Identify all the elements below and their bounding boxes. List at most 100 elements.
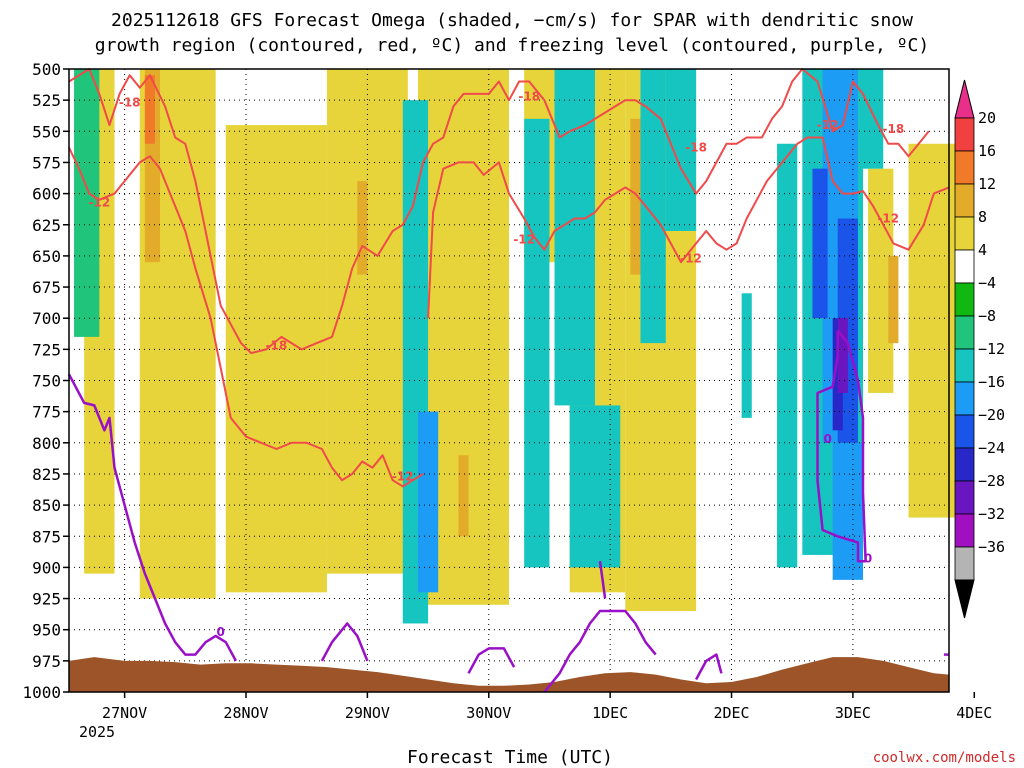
freezing-contour — [320, 622, 369, 662]
omega-region — [554, 69, 595, 406]
omega-region — [225, 125, 327, 593]
omega-region — [144, 75, 155, 144]
omega-region — [524, 118, 550, 568]
x-tick-label: 30NOV — [466, 704, 511, 722]
colorbar-label: −12 — [978, 340, 1005, 358]
x-axis-year-label: 2025 — [79, 723, 115, 741]
dendritic-contour-label: -18 — [685, 140, 707, 154]
y-tick-label: 700 — [32, 309, 61, 328]
y-tick-label: 675 — [32, 278, 61, 297]
dendritic-contour-label: -18 — [119, 96, 141, 110]
colorbar-swatch — [954, 216, 975, 251]
freezing-contour-label: 0 — [823, 432, 831, 446]
colorbar-swatch — [954, 381, 975, 416]
y-tick-label: 525 — [32, 91, 61, 110]
x-axis-title: Forecast Time (UTC) — [407, 747, 613, 768]
y-tick-label: 500 — [32, 60, 61, 79]
dendritic-contour — [68, 68, 930, 355]
dendritic-contour-label: -12 — [513, 233, 535, 247]
colorbar-swatch — [954, 480, 975, 515]
y-tick-label: 950 — [32, 621, 61, 640]
y-tick-label: 600 — [32, 185, 61, 204]
dendritic-contour-label: -18 — [518, 89, 540, 103]
x-tick-label: 29NOV — [345, 704, 390, 722]
freezing-contour-label: 0 — [864, 552, 872, 566]
y-tick-label: 900 — [32, 558, 61, 577]
colorbar: 20 16 12 8 4 −4 −8 −12 −16 −20 −24 −28 −32 −36 — [954, 79, 1005, 619]
pressure-axis: 500 525 550 575 600 625 650 675 700 725 750 775 800 8… — [22, 60, 69, 702]
x-tick-label: 27NOV — [102, 704, 147, 722]
colorbar-label: 4 — [978, 241, 987, 259]
colorbar-swatch — [954, 414, 975, 449]
omega-region — [417, 411, 439, 593]
y-tick-label: 725 — [32, 340, 61, 359]
y-tick-label: 625 — [32, 216, 61, 235]
y-tick-label: 825 — [32, 465, 61, 484]
y-tick-label: 1000 — [22, 683, 61, 702]
colorbar-label: −20 — [978, 406, 1005, 424]
time-axis: 27NOV 28NOV 29NOV 30NOV 1DEC 2DEC 3DEC 4DEC — [102, 692, 992, 722]
colorbar-label: −36 — [978, 538, 1005, 556]
dendritic-contour-label: -18 — [883, 122, 905, 136]
y-tick-label: 650 — [32, 247, 61, 266]
freezing-contour — [543, 609, 657, 693]
chart-title-line-1: 2025112618 GFS Forecast Omega (shaded, −… — [111, 10, 913, 31]
omega-region — [777, 143, 798, 568]
plot-area: -18 -12 -18 -12 -18 -12 -18 -12 -12 -18 -12 0 0 0 — [67, 68, 960, 693]
y-tick-label: 775 — [32, 403, 61, 422]
colorbar-swatch — [954, 348, 975, 383]
y-tick-label: 925 — [32, 590, 61, 609]
dendritic-contour-label: -12 — [817, 118, 839, 132]
colorbar-swatch — [954, 282, 975, 317]
dendritic-contour-label: -12 — [89, 195, 111, 209]
omega-region — [832, 318, 843, 431]
omega-region — [908, 143, 960, 518]
y-tick-label: 550 — [32, 122, 61, 141]
omega-region — [741, 293, 752, 418]
x-tick-label: 1DEC — [592, 704, 628, 722]
omega-region — [837, 318, 848, 393]
freezing-contour-label: 0 — [217, 625, 225, 639]
y-tick-label: 800 — [32, 434, 61, 453]
omega-region — [569, 405, 621, 568]
omega-region — [74, 69, 100, 337]
x-tick-label: 2DEC — [713, 704, 749, 722]
colorbar-swatch — [954, 150, 975, 185]
colorbar-swatch — [954, 183, 975, 218]
colorbar-label: 16 — [978, 142, 996, 160]
credit-text: coolwx.com/models — [873, 750, 1016, 766]
colorbar-label: 20 — [978, 109, 996, 127]
colorbar-label: −4 — [978, 274, 996, 292]
y-tick-label: 875 — [32, 527, 61, 546]
omega-region — [665, 69, 697, 231]
y-tick-label: 575 — [32, 153, 61, 172]
omega-region — [458, 455, 469, 537]
colorbar-top-arrow — [954, 79, 975, 119]
dendritic-contour — [68, 147, 424, 488]
colorbar-label: −32 — [978, 505, 1005, 523]
omega-region — [857, 69, 884, 169]
omega-region — [357, 181, 368, 275]
dendritic-contour-label: -12 — [392, 469, 414, 483]
dendritic-contour-label: -12 — [877, 212, 899, 226]
colorbar-bottom-arrow — [954, 579, 975, 619]
y-tick-label: 975 — [32, 652, 61, 671]
terrain-surface — [69, 657, 949, 692]
colorbar-swatch — [954, 249, 975, 284]
colorbar-swatch — [954, 546, 975, 581]
colorbar-swatch — [954, 117, 975, 152]
omega-region — [812, 168, 828, 319]
colorbar-label: −8 — [978, 307, 996, 325]
dendritic-contour-label: -12 — [680, 251, 702, 265]
dendritic-contour — [427, 136, 950, 319]
colorbar-swatch — [954, 315, 975, 350]
x-tick-label: 4DEC — [956, 704, 992, 722]
y-tick-label: 750 — [32, 372, 61, 391]
colorbar-label: 12 — [978, 175, 996, 193]
freezing-contour — [598, 561, 607, 599]
y-tick-label: 850 — [32, 496, 61, 515]
dendritic-contour-label: -18 — [266, 339, 288, 353]
freezing-contour — [695, 653, 723, 681]
colorbar-swatch — [954, 447, 975, 482]
x-tick-label: 3DEC — [835, 704, 871, 722]
